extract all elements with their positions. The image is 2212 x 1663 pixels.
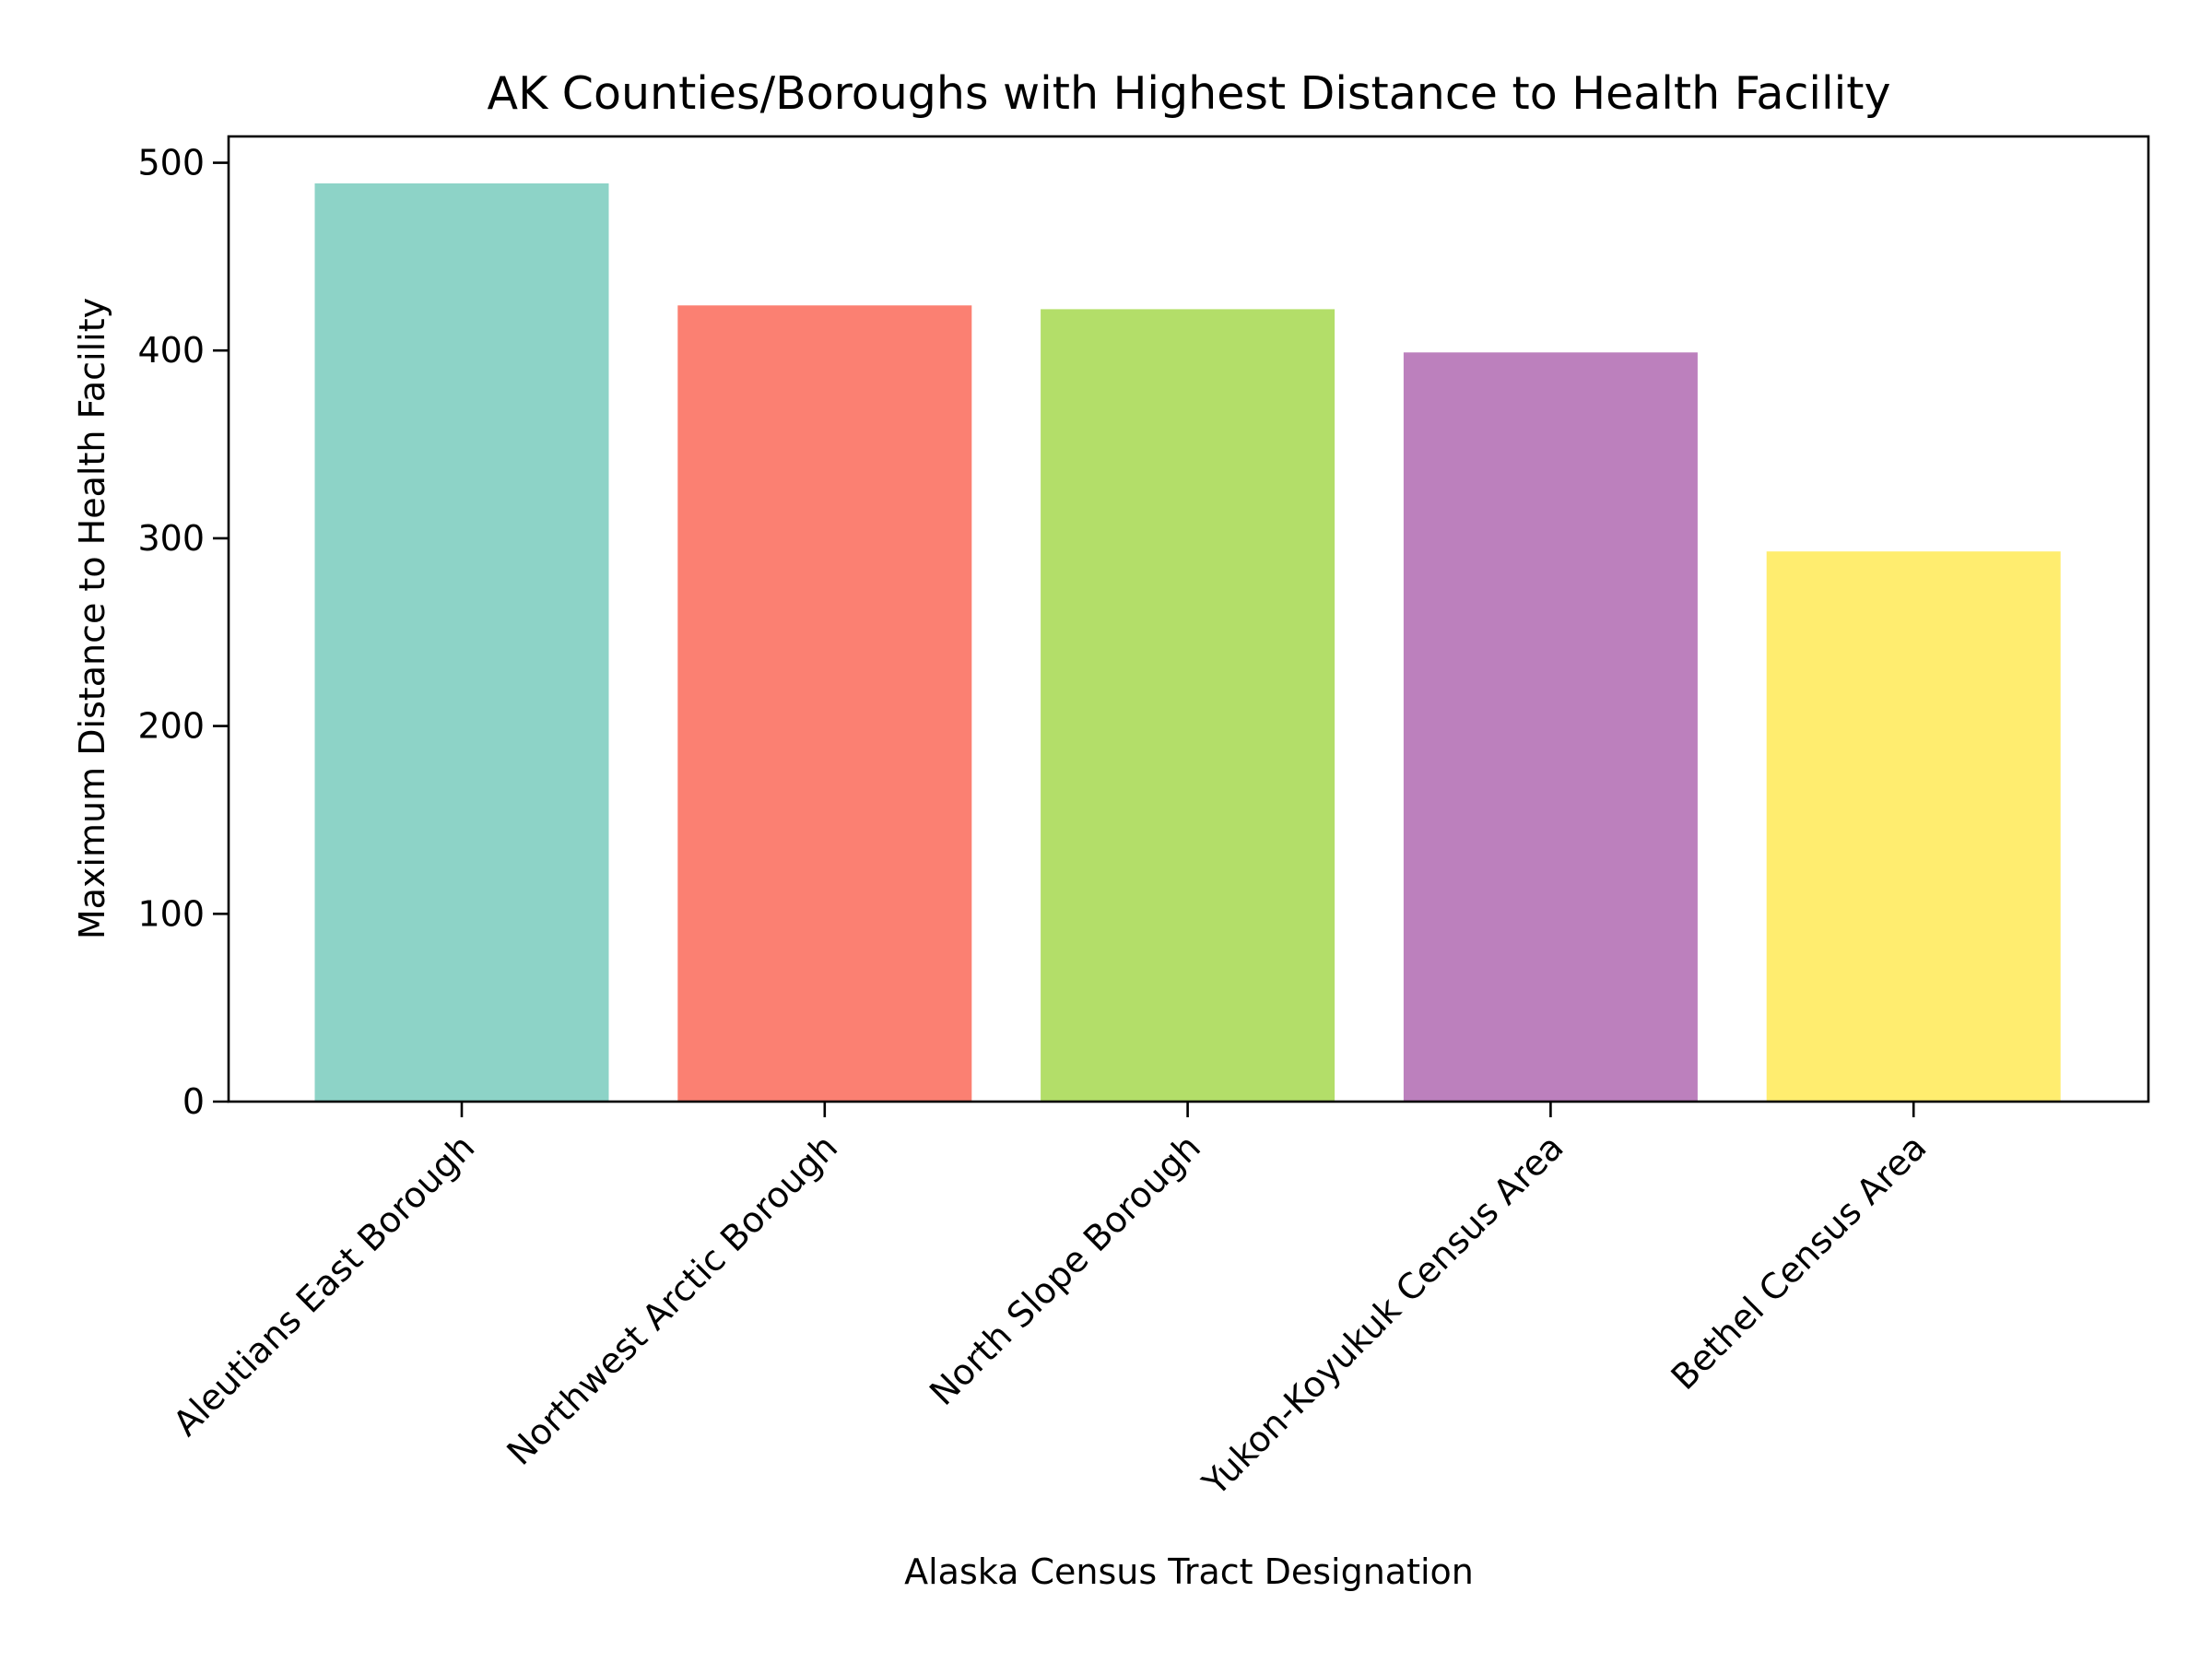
y-tick-label: 0 <box>182 1081 205 1122</box>
y-tick-label: 400 <box>137 330 205 371</box>
x-tick-label: Bethel Census Area <box>1664 1126 1935 1398</box>
y-tick-label: 200 <box>137 706 205 747</box>
y-tick-label: 500 <box>137 143 205 183</box>
x-axis: Aleutians East Borough Northwest Arctic B… <box>165 1102 1935 1504</box>
bar-0 <box>314 183 609 1102</box>
x-tick-label: Yukon-Koyukuk Census Area <box>1194 1126 1571 1504</box>
bars-group <box>314 183 2061 1102</box>
x-tick-label: Northwest Arctic Borough <box>500 1126 846 1473</box>
x-tick-label: North Slope Borough <box>922 1126 1208 1413</box>
plot-frame <box>227 135 2150 1103</box>
y-tick-label: 100 <box>137 893 205 934</box>
chart-title: AK Counties/Boroughs with Highest Distan… <box>488 67 1891 120</box>
bar-3 <box>1403 352 1698 1102</box>
x-axis-label: Alaska Census Tract Designation <box>904 1551 1474 1592</box>
y-tick-label: 300 <box>137 518 205 559</box>
y-axis: 0 100 200 300 400 500 <box>137 143 229 1122</box>
bar-1 <box>677 305 972 1102</box>
x-tick-label: Aleutians East Borough <box>165 1126 482 1444</box>
bar-4 <box>1766 551 2061 1102</box>
y-axis-label: Maximum Distance to Health Facility <box>72 298 112 939</box>
bar-2 <box>1041 309 1335 1102</box>
